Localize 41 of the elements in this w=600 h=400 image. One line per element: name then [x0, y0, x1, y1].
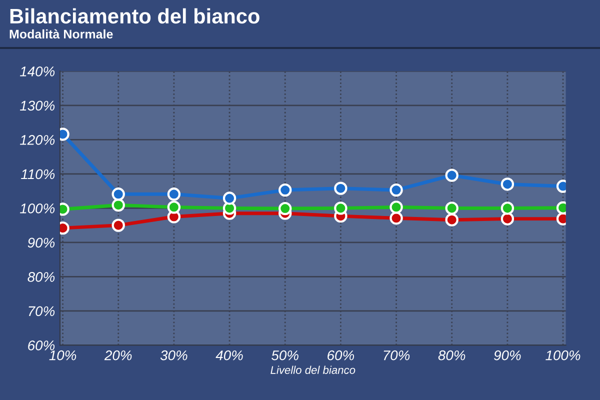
y-tick-label: 70% — [28, 306, 55, 316]
point — [334, 182, 348, 195]
x-tick-label: 70% — [384, 350, 410, 360]
y-tick-label: 120% — [20, 135, 55, 145]
y-tick-label: 90% — [28, 238, 55, 248]
y-tick-label: 110% — [21, 169, 55, 180]
y-tick-label: 130% — [20, 100, 55, 111]
y-tick-label: 140% — [20, 66, 55, 76]
point — [167, 188, 181, 201]
point — [334, 202, 348, 215]
point — [445, 213, 458, 226]
x-tick-label: 80% — [438, 350, 466, 360]
point — [278, 183, 292, 197]
x-axis-title: Livello del bianco — [270, 366, 356, 374]
y-tick-label: 80% — [28, 272, 55, 282]
point — [445, 168, 458, 182]
point — [445, 202, 458, 215]
x-tick-label: 90% — [494, 350, 521, 360]
x-tick-label: 20% — [104, 350, 132, 360]
y-tick-label: 60% — [28, 340, 55, 350]
x-tick-label: 10% — [49, 350, 76, 360]
chart-title: Bilanciamento del bianco — [10, 8, 260, 24]
point — [112, 188, 125, 201]
point — [278, 202, 292, 216]
x-tick-label: 50% — [272, 350, 298, 360]
point — [500, 212, 514, 226]
point — [390, 200, 403, 214]
point — [390, 183, 403, 197]
point — [500, 202, 514, 215]
x-tick-label: 100% — [546, 350, 580, 360]
point — [390, 212, 403, 225]
point — [112, 218, 125, 232]
point — [167, 200, 181, 214]
x-tick-label: 30% — [160, 350, 188, 360]
x-tick-label: 40% — [216, 350, 243, 360]
x-tick-label: 60% — [328, 350, 354, 360]
chart-subtitle: Modalità Normale — [10, 29, 113, 39]
y-tick-label: 100% — [20, 204, 55, 214]
point — [222, 192, 236, 205]
point — [112, 198, 125, 212]
point — [500, 178, 514, 191]
